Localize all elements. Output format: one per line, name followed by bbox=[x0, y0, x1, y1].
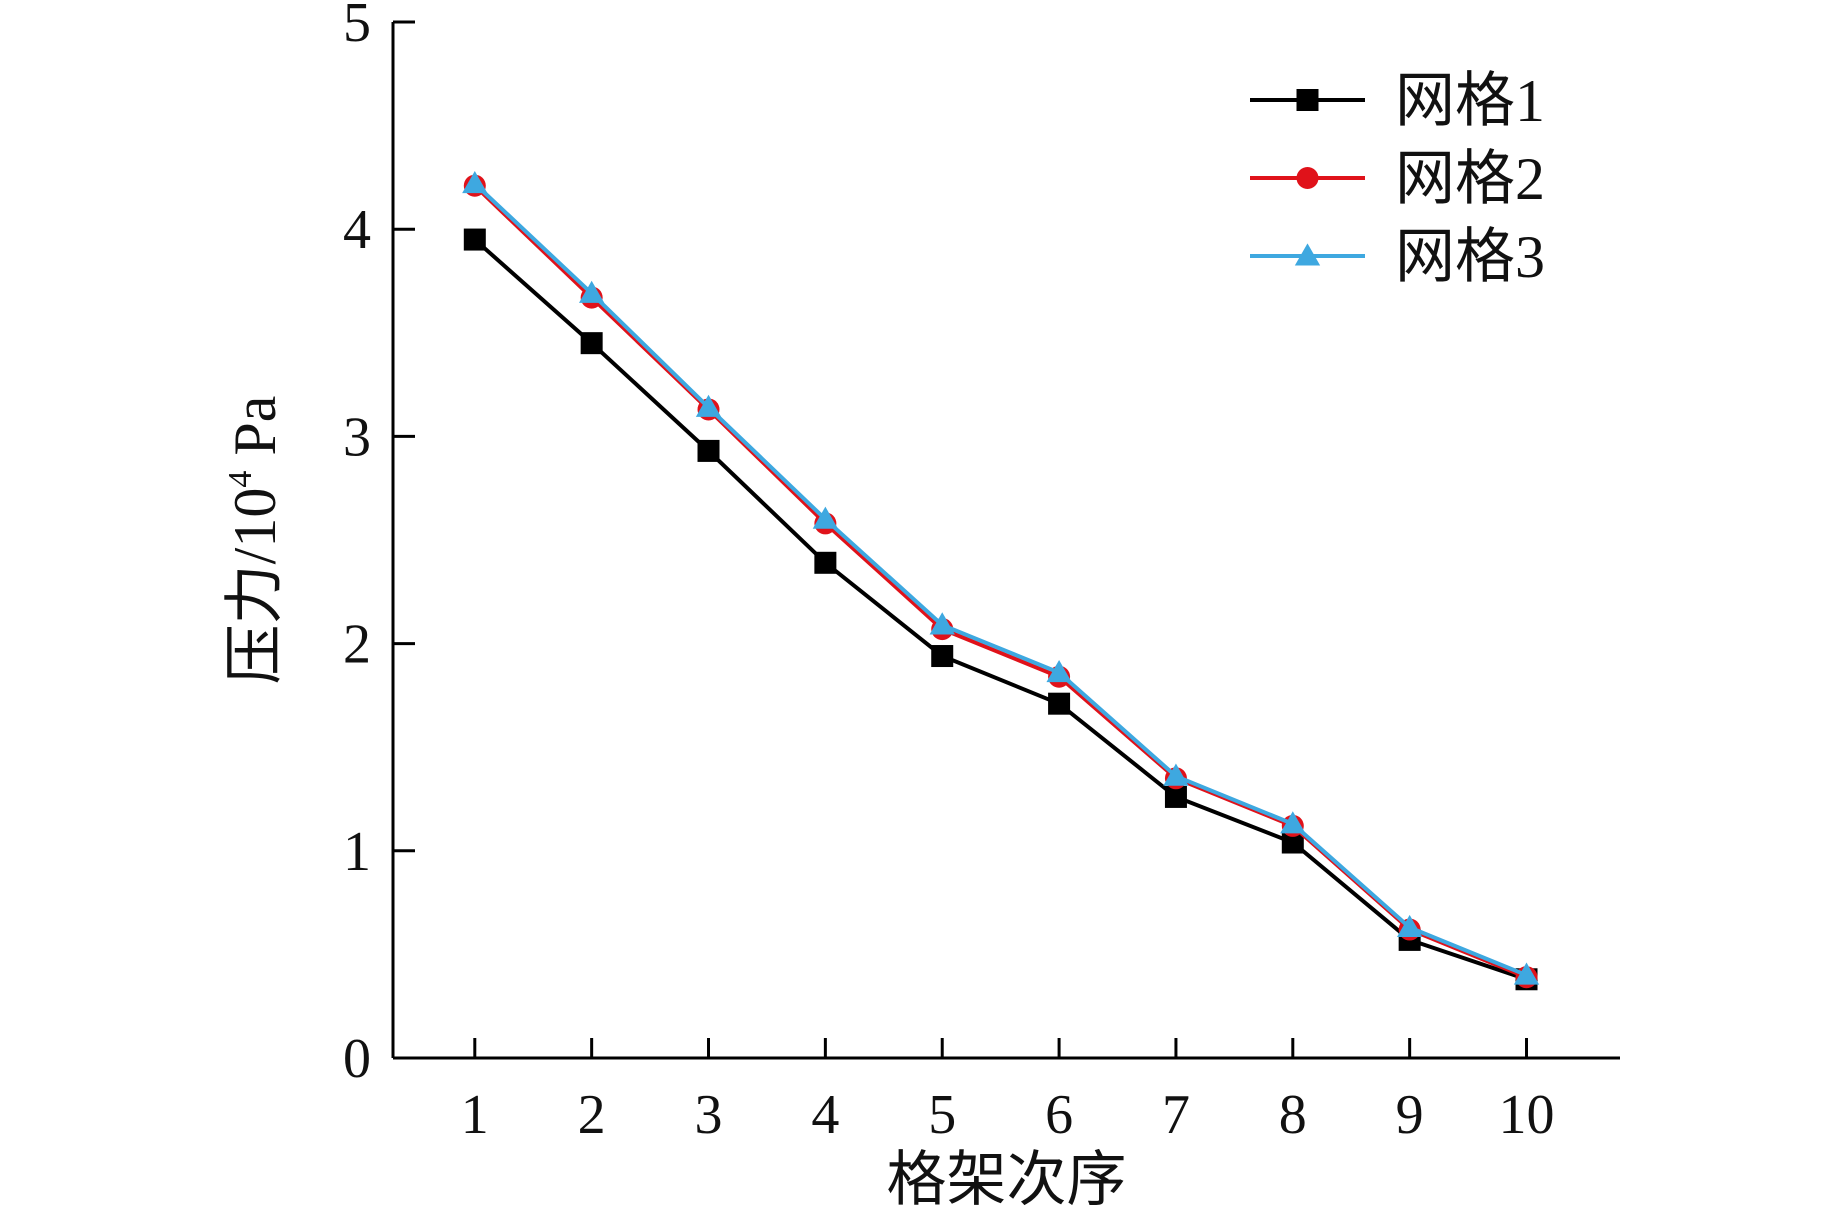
series-3 bbox=[462, 170, 1540, 985]
legend-label: 网格2 bbox=[1395, 146, 1545, 212]
x-ticks: 1 2 3 4 5 6 7 8 9 10 bbox=[461, 1038, 1555, 1146]
data-point bbox=[463, 228, 486, 251]
data-point bbox=[1163, 763, 1189, 786]
y-axis-label-superscript: 4 bbox=[222, 471, 259, 488]
series-1 bbox=[463, 228, 1538, 991]
data-point bbox=[579, 280, 605, 303]
x-tick-label: 5 bbox=[928, 1084, 956, 1146]
x-axis-label: 格架次序 bbox=[887, 1147, 1127, 1213]
y-axis-label: 压力/104 Pa bbox=[222, 396, 288, 685]
x-tick-label: 4 bbox=[811, 1084, 839, 1146]
legend-label: 网格3 bbox=[1395, 224, 1545, 290]
y-tick-label: 0 bbox=[343, 1028, 371, 1090]
data-point bbox=[1048, 692, 1071, 715]
series-layer bbox=[462, 170, 1540, 991]
x-tick-label: 3 bbox=[695, 1084, 723, 1146]
data-point bbox=[931, 645, 954, 668]
y-tick-label: 2 bbox=[343, 614, 371, 676]
x-tick-label: 2 bbox=[578, 1084, 606, 1146]
y-ticks: 0 1 2 3 4 5 bbox=[343, 0, 415, 1090]
legend-entry: 网格2 bbox=[1250, 146, 1545, 212]
legend-label: 网格1 bbox=[1395, 68, 1545, 134]
data-point bbox=[1281, 831, 1304, 854]
series-line bbox=[473, 238, 1528, 982]
legend: 网格1 网格2 网格3 bbox=[1250, 68, 1545, 290]
y-tick-label: 4 bbox=[343, 199, 371, 261]
y-tick-label: 5 bbox=[343, 0, 371, 54]
x-tick-label: 7 bbox=[1162, 1084, 1190, 1146]
series-line bbox=[473, 184, 1528, 980]
data-point bbox=[462, 170, 488, 194]
y-axis-label-main: 压力/10 bbox=[222, 488, 288, 685]
axes: 0 1 2 3 4 5 1 2 3 4 5 6 7 8 9 10 bbox=[343, 0, 1620, 1146]
x-tick-label: 8 bbox=[1279, 1084, 1307, 1146]
data-point bbox=[814, 551, 837, 574]
legend-marker bbox=[1294, 243, 1321, 266]
series-2 bbox=[463, 174, 1538, 989]
y-axis-label-unit: Pa bbox=[222, 396, 288, 471]
series-line bbox=[473, 182, 1528, 977]
legend-entry: 网格1 bbox=[1250, 68, 1545, 134]
y-tick-label: 1 bbox=[343, 821, 371, 883]
x-tick-label: 9 bbox=[1396, 1084, 1424, 1146]
data-point bbox=[812, 506, 839, 529]
x-tick-label: 1 bbox=[461, 1084, 489, 1146]
x-tick-label: 10 bbox=[1499, 1084, 1555, 1146]
x-tick-label: 6 bbox=[1045, 1084, 1073, 1146]
legend-entry: 网格3 bbox=[1250, 224, 1545, 290]
legend-marker bbox=[1296, 167, 1319, 189]
data-point bbox=[1513, 962, 1540, 985]
data-point bbox=[1046, 659, 1072, 683]
data-point bbox=[580, 332, 603, 355]
y-tick-label: 3 bbox=[343, 406, 371, 468]
data-point bbox=[1280, 811, 1306, 834]
data-point bbox=[1164, 785, 1187, 808]
data-point bbox=[1397, 914, 1423, 937]
data-point bbox=[695, 394, 722, 417]
legend-marker bbox=[1296, 89, 1319, 111]
data-point bbox=[697, 439, 720, 462]
data-point bbox=[929, 612, 955, 635]
